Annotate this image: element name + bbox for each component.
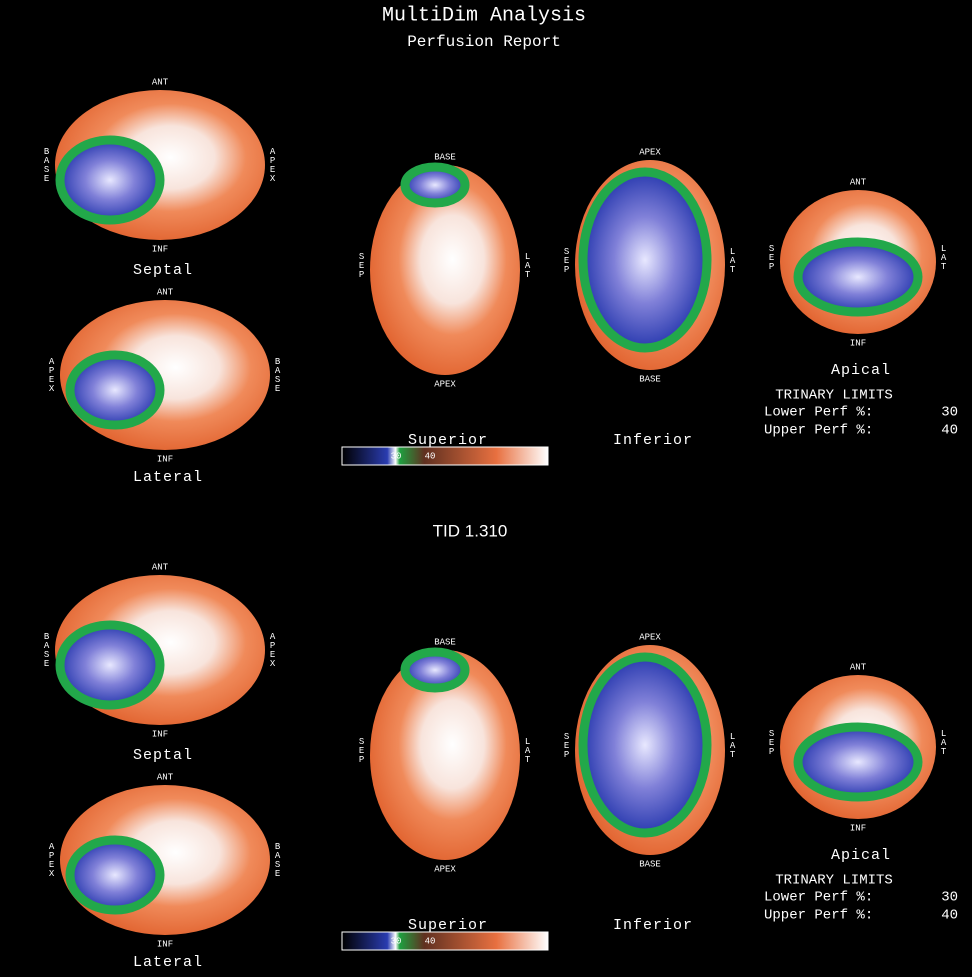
view: ANT INF BASE APEX Septal (42, 562, 278, 764)
view-name: Superior (408, 917, 488, 934)
orientation-label: ANT (152, 562, 169, 572)
limit-label: Upper Perf %: (764, 423, 873, 439)
title: MultiDim Analysis (382, 4, 586, 27)
heart-surface (370, 165, 520, 375)
orientation-label: INF (157, 939, 173, 949)
orientation-label: APEX (47, 357, 57, 393)
colorbar-label: 30 (391, 451, 402, 461)
view: BASE APEX SEP LAT Superior (357, 152, 533, 449)
low-perfusion (578, 652, 712, 838)
colorbar-label: 40 (425, 451, 436, 461)
orientation-label: SEP (767, 729, 777, 756)
view: ANT INF BASE APEX Septal (42, 77, 278, 279)
orientation-label: ANT (157, 772, 174, 782)
view: ANT INF APEX BASE Lateral (47, 772, 283, 971)
view-name: Inferior (613, 432, 693, 449)
heart-surface (370, 650, 520, 860)
subtitle: Perfusion Report (407, 33, 561, 51)
view-name: Apical (831, 847, 891, 864)
orientation-label: BASE (434, 637, 456, 647)
orientation-label: LAT (523, 737, 533, 764)
orientation-label: INF (152, 244, 168, 254)
limit-label: Upper Perf %: (764, 908, 873, 924)
low-perfusion (55, 620, 165, 710)
low-perfusion (400, 162, 470, 208)
limit-value: 30 (941, 405, 958, 421)
limit-label: Lower Perf %: (764, 890, 873, 906)
colorbar-label: 40 (425, 936, 436, 946)
orientation-label: INF (152, 729, 168, 739)
low-perfusion (578, 167, 712, 353)
view-name: Superior (408, 432, 488, 449)
view-name: Lateral (133, 469, 203, 486)
low-perfusion (793, 237, 923, 317)
limits-title: TRINARY LIMITS (775, 388, 893, 404)
orientation-label: ANT (850, 662, 867, 672)
limit-value: 40 (941, 908, 958, 924)
orientation-label: BASE (273, 357, 283, 393)
limit-value: 30 (941, 890, 958, 906)
orientation-label: LAT (939, 729, 949, 756)
orientation-label: BASE (639, 374, 661, 384)
view: ANT INF APEX BASE Lateral (47, 287, 283, 486)
orientation-label: APEX (639, 632, 661, 642)
view: APEX BASE SEP LAT Inferior (562, 147, 738, 449)
orientation-label: BASE (434, 152, 456, 162)
view: ANT INF SEP LAT Apical (767, 177, 949, 379)
orientation-label: APEX (47, 842, 57, 878)
colorbar-label: 30 (391, 936, 402, 946)
orientation-label: SEP (562, 732, 572, 759)
orientation-label: APEX (434, 379, 456, 389)
view: APEX BASE SEP LAT Inferior (562, 632, 738, 934)
orientation-label: SEP (357, 737, 367, 764)
view-name: Apical (831, 362, 891, 379)
orientation-label: LAT (728, 732, 738, 759)
orientation-label: INF (850, 823, 866, 833)
orientation-label: APEX (268, 147, 278, 183)
orientation-label: LAT (728, 247, 738, 274)
view: ANT INF SEP LAT Apical (767, 662, 949, 864)
tid: TID 1.310 (433, 521, 508, 540)
orientation-label: APEX (434, 864, 456, 874)
orientation-label: SEP (357, 252, 367, 279)
orientation-label: ANT (152, 77, 169, 87)
orientation-label: BASE (639, 859, 661, 869)
low-perfusion (65, 835, 165, 915)
orientation-label: INF (850, 338, 866, 348)
orientation-label: APEX (639, 147, 661, 157)
orientation-label: SEP (767, 244, 777, 271)
limit-label: Lower Perf %: (764, 405, 873, 421)
orientation-label: APEX (268, 632, 278, 668)
orientation-label: BASE (42, 147, 52, 183)
view: BASE APEX SEP LAT Superior (357, 637, 533, 934)
orientation-label: ANT (850, 177, 867, 187)
low-perfusion (55, 135, 165, 225)
view-name: Septal (133, 747, 193, 764)
orientation-label: BASE (273, 842, 283, 878)
orientation-label: SEP (562, 247, 572, 274)
limit-value: 40 (941, 423, 958, 439)
low-perfusion (400, 647, 470, 693)
orientation-label: BASE (42, 632, 52, 668)
limits-title: TRINARY LIMITS (775, 873, 893, 889)
low-perfusion (793, 722, 923, 802)
low-perfusion (65, 350, 165, 430)
orientation-label: ANT (157, 287, 174, 297)
view-name: Lateral (133, 954, 203, 971)
orientation-label: LAT (939, 244, 949, 271)
colorbar (341, 931, 549, 951)
colorbar (341, 446, 549, 466)
orientation-label: LAT (523, 252, 533, 279)
view-name: Inferior (613, 917, 693, 934)
view-name: Septal (133, 262, 193, 279)
orientation-label: INF (157, 454, 173, 464)
